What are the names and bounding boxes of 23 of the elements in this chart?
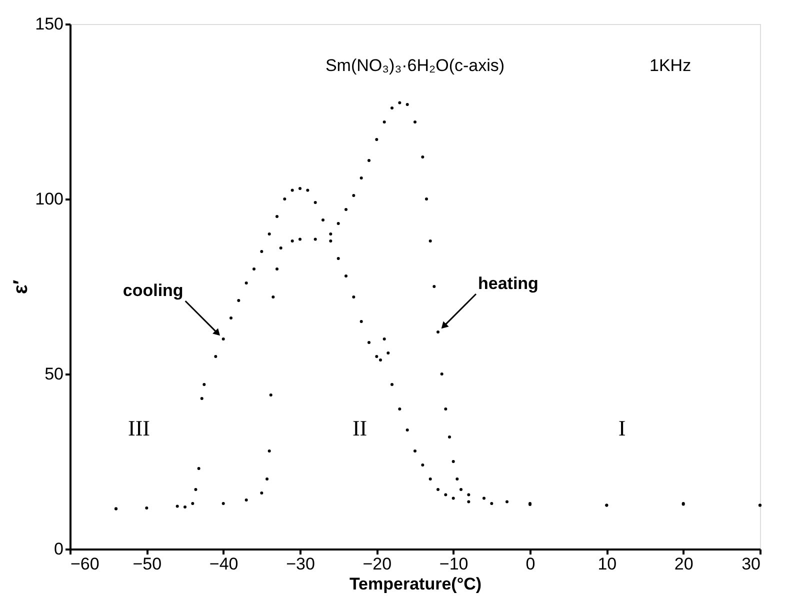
y-tick-label: 50	[44, 364, 64, 384]
x-tick-label: −10	[439, 554, 468, 574]
x-tick-label: −30	[286, 554, 315, 574]
y-tick-label: 100	[35, 190, 64, 208]
x-tick-label: 0	[526, 554, 536, 574]
text: 1KHz	[650, 56, 692, 75]
x-tick-label: −50	[132, 554, 162, 574]
annotation: I	[618, 415, 626, 440]
annotation: II	[352, 415, 368, 440]
x-tick-label: −40	[209, 554, 238, 574]
x-tick-label: −20	[362, 554, 392, 574]
y-tick-label: 150	[35, 14, 64, 34]
y-axis-title: ε′	[10, 280, 32, 294]
x-tick-label: 10	[598, 554, 617, 574]
y-tick-label: 0	[54, 540, 64, 558]
x-tick-label: 20	[674, 554, 694, 574]
annotation: heating	[478, 274, 538, 293]
annotation: III	[128, 415, 150, 440]
text: Sm(NO₃)₃·6H₂O(c-axis)	[325, 56, 505, 75]
annotation: cooling	[122, 281, 184, 300]
x-tick-label: −60	[70, 554, 100, 574]
x-tick-label: 30	[742, 554, 760, 574]
x-axis-title: Temperature(°C)	[349, 574, 482, 594]
